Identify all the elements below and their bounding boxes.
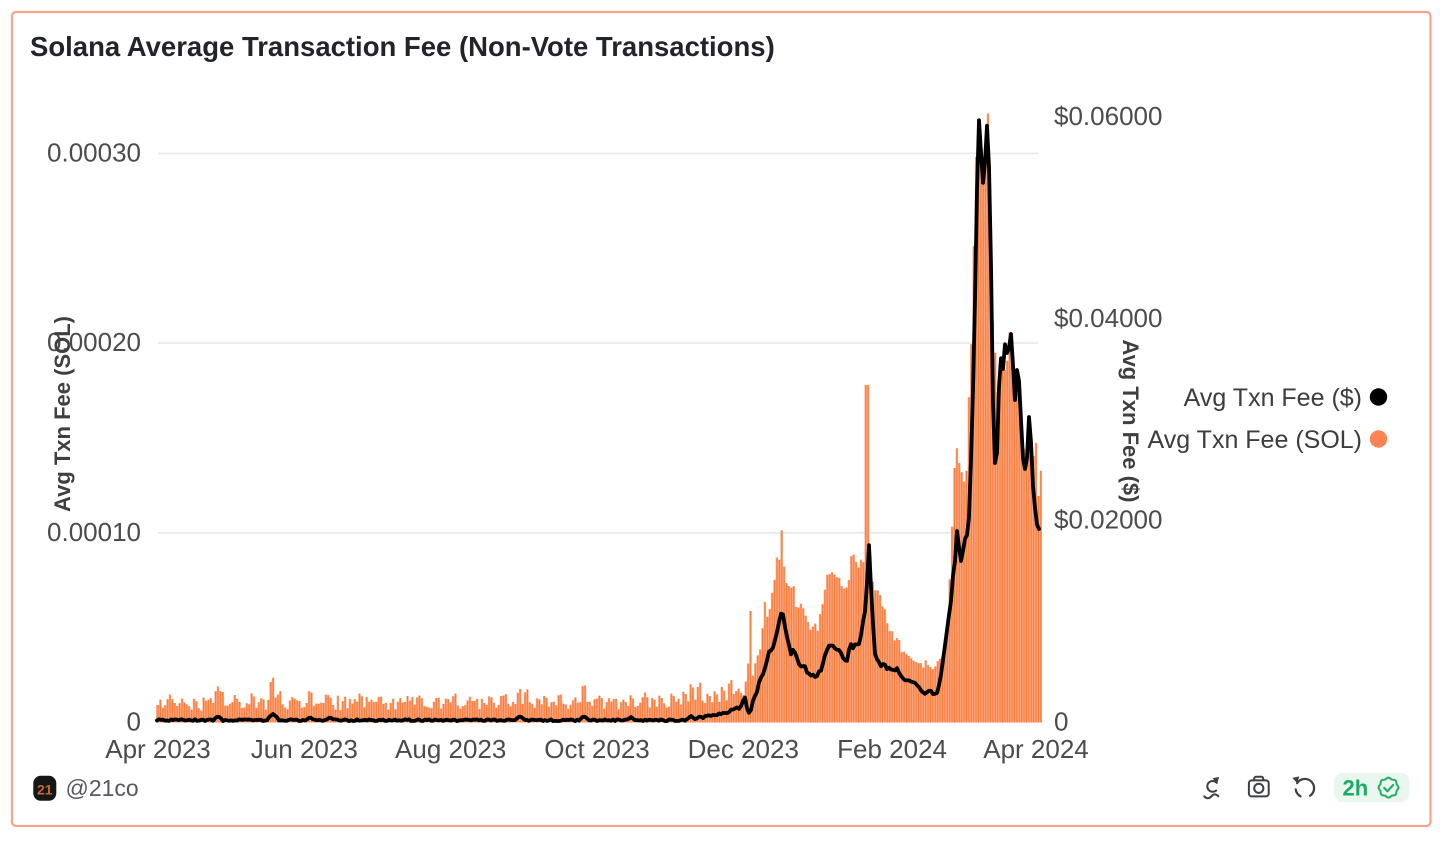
svg-text:2h: 2h	[1343, 776, 1369, 801]
svg-text:Avg Txn Fee (SOL): Avg Txn Fee (SOL)	[50, 316, 75, 512]
svg-text:Oct 2023: Oct 2023	[544, 734, 650, 764]
svg-text:$0.04000: $0.04000	[1054, 303, 1162, 333]
svg-text:Solana Average Transaction Fee: Solana Average Transaction Fee (Non-Vote…	[30, 31, 775, 62]
svg-text:0.00030: 0.00030	[47, 137, 141, 167]
svg-text:Avg Txn Fee ($): Avg Txn Fee ($)	[1184, 384, 1362, 412]
svg-text:Avg Txn Fee (SOL): Avg Txn Fee (SOL)	[1148, 426, 1362, 454]
svg-text:21: 21	[37, 782, 53, 798]
svg-text:@21co: @21co	[66, 775, 139, 801]
svg-text:0.00010: 0.00010	[47, 517, 141, 547]
svg-text:0: 0	[127, 707, 141, 737]
svg-text:Aug 2023: Aug 2023	[395, 734, 506, 764]
svg-text:$0.06000: $0.06000	[1054, 101, 1162, 131]
svg-text:0.00020: 0.00020	[47, 327, 141, 357]
svg-text:0: 0	[1054, 707, 1068, 737]
svg-text:Apr 2023: Apr 2023	[105, 734, 211, 764]
svg-text:$0.02000: $0.02000	[1054, 505, 1162, 535]
svg-text:Feb 2024: Feb 2024	[837, 734, 947, 764]
svg-text:Apr 2024: Apr 2024	[983, 734, 1089, 764]
svg-text:Jun 2023: Jun 2023	[251, 734, 358, 764]
svg-text:Avg Txn Fee ($): Avg Txn Fee ($)	[1118, 340, 1143, 503]
svg-text:Dec 2023: Dec 2023	[688, 734, 799, 764]
